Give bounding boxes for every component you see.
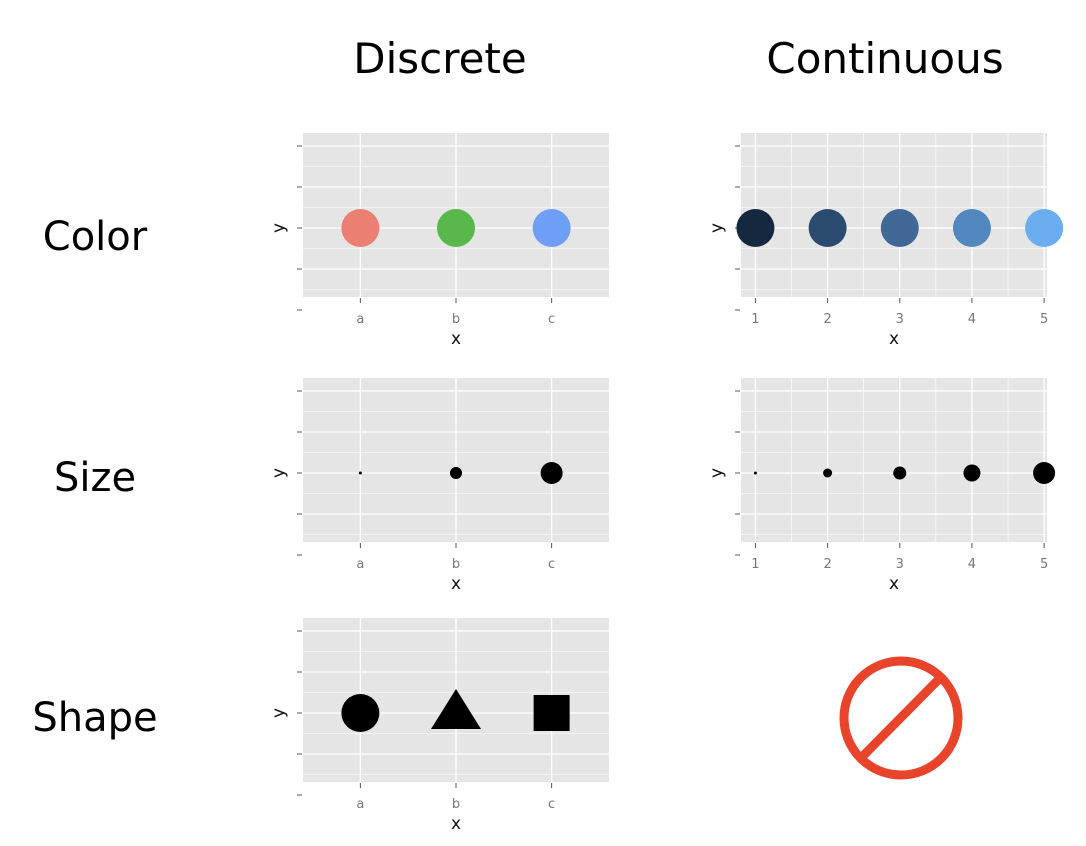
x-tick-label: c	[548, 557, 555, 572]
data-point	[823, 468, 833, 478]
data-point	[450, 467, 462, 479]
x-tick-label: 4	[968, 312, 976, 327]
panel-background	[741, 378, 1047, 542]
panel-shape-discrete: a b c x y	[269, 618, 609, 834]
x-axis-title: x	[451, 574, 461, 594]
panel-color-continuous: 1 2 3 4 5 x y	[707, 133, 1064, 349]
x-tick-label: b	[452, 312, 460, 327]
x-tick-label: 2	[823, 557, 831, 572]
y-axis-title: y	[707, 223, 727, 233]
data-point	[437, 209, 475, 247]
data-point	[540, 462, 563, 484]
x-tick-label: 5	[1040, 312, 1048, 327]
x-tick-label: a	[356, 312, 364, 327]
data-point-square	[533, 695, 570, 731]
y-axis-title: y	[269, 708, 289, 718]
x-tick-label: 3	[896, 312, 904, 327]
data-point	[341, 209, 380, 247]
data-point	[963, 464, 981, 482]
data-point	[1033, 462, 1056, 484]
x-tick-label: a	[356, 797, 364, 812]
row-label-shape: Shape	[32, 695, 158, 741]
prohibited-icon	[839, 656, 963, 780]
data-point	[808, 209, 847, 247]
data-point	[358, 471, 362, 475]
row-label-size: Size	[53, 455, 137, 501]
x-tick-label: 4	[968, 557, 976, 572]
panel-color-discrete: a b c x y	[269, 133, 609, 349]
x-axis-title: x	[889, 329, 899, 349]
data-point	[893, 466, 907, 480]
x-tick-label: 5	[1040, 557, 1048, 572]
y-axis-title: y	[269, 223, 289, 233]
x-tick-label: c	[548, 797, 555, 812]
x-tick-label: c	[548, 312, 555, 327]
header-continuous: Continuous	[766, 34, 1004, 83]
x-tick-label: 1	[751, 312, 759, 327]
header-discrete: Discrete	[353, 34, 527, 83]
data-point	[880, 209, 919, 247]
y-axis-title: y	[269, 468, 289, 478]
x-axis-title: x	[451, 329, 461, 349]
x-tick-label: b	[452, 557, 460, 572]
data-point	[1025, 209, 1064, 247]
x-axis-title: x	[451, 814, 461, 834]
x-tick-label: 2	[823, 312, 831, 327]
data-point	[532, 209, 571, 247]
data-point	[952, 209, 991, 247]
x-axis-title: x	[889, 574, 899, 594]
panel-size-continuous: 1 2 3 4 5 x y	[707, 378, 1056, 594]
x-tick-label: 1	[751, 557, 759, 572]
data-point-circle	[341, 694, 380, 732]
x-tick-label: a	[356, 557, 364, 572]
data-point	[753, 471, 757, 475]
panel-size-discrete: a b c x y	[269, 378, 609, 594]
y-axis-title: y	[707, 468, 727, 478]
data-point	[736, 209, 775, 247]
x-tick-label: b	[452, 797, 460, 812]
data-point-triangle	[431, 689, 481, 729]
row-label-color: Color	[42, 214, 148, 260]
x-tick-label: 3	[896, 557, 904, 572]
